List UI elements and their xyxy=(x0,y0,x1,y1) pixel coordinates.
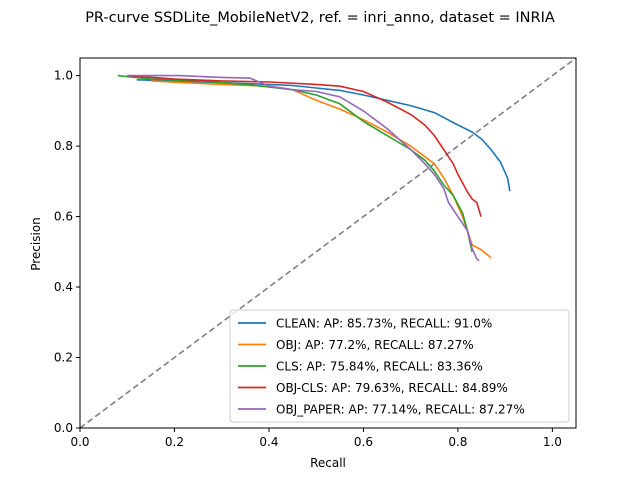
y-tick-label: 0.4 xyxy=(54,280,73,294)
series-line-3 xyxy=(127,74,482,217)
x-tick-label: 0.4 xyxy=(259,435,278,449)
x-tick-label: 0.2 xyxy=(165,435,184,449)
x-axis-ticks: 0.0 0.2 0.4 0.6 0.8 1.0 xyxy=(70,428,562,449)
plot-frame xyxy=(79,57,577,429)
legend-entry-2: CLS: AP: 75.84%, RECALL: 83.36% xyxy=(276,360,483,374)
y-tick-label: 1.0 xyxy=(54,69,73,83)
y-tick-label: 0.2 xyxy=(54,351,73,365)
plot-lines xyxy=(80,58,576,428)
y-tick-label: 0.8 xyxy=(54,139,73,153)
x-tick-label: 1.0 xyxy=(543,435,562,449)
series-line-1 xyxy=(150,80,492,259)
series-line-4 xyxy=(127,74,480,262)
x-tick-label: 0.6 xyxy=(354,435,373,449)
series-line-0 xyxy=(136,79,511,192)
y-axis-label: Precision xyxy=(29,217,43,271)
legend-entry-1: OBJ: AP: 77.2%, RECALL: 87.27% xyxy=(276,338,474,352)
legend-entry-0: CLEAN: AP: 85.73%, RECALL: 91.0% xyxy=(276,317,492,331)
x-axis-label: Recall xyxy=(310,456,346,470)
legend-entry-3: OBJ-CLS: AP: 79.63%, RECALL: 84.89% xyxy=(276,381,508,395)
y-axis-ticks: 0.0 0.2 0.4 0.6 0.8 1.0 xyxy=(54,69,80,435)
y-tick-label: 0.6 xyxy=(54,210,73,224)
legend: CLEAN: AP: 85.73%, RECALL: 91.0% OBJ: AP:… xyxy=(229,309,570,423)
x-tick-label: 0.0 xyxy=(70,435,89,449)
legend-box xyxy=(229,309,570,423)
legend-entry-4: OBJ_PAPER: AP: 77.14%, RECALL: 87.27% xyxy=(276,403,525,417)
series-line-2 xyxy=(117,74,473,252)
chart-title: PR-curve SSDLite_MobileNetV2, ref. = inr… xyxy=(85,10,555,26)
x-tick-label: 0.8 xyxy=(448,435,467,449)
plot-area xyxy=(79,57,577,429)
reference-diagonal-line xyxy=(80,58,576,428)
y-tick-label: 0.0 xyxy=(54,421,73,435)
